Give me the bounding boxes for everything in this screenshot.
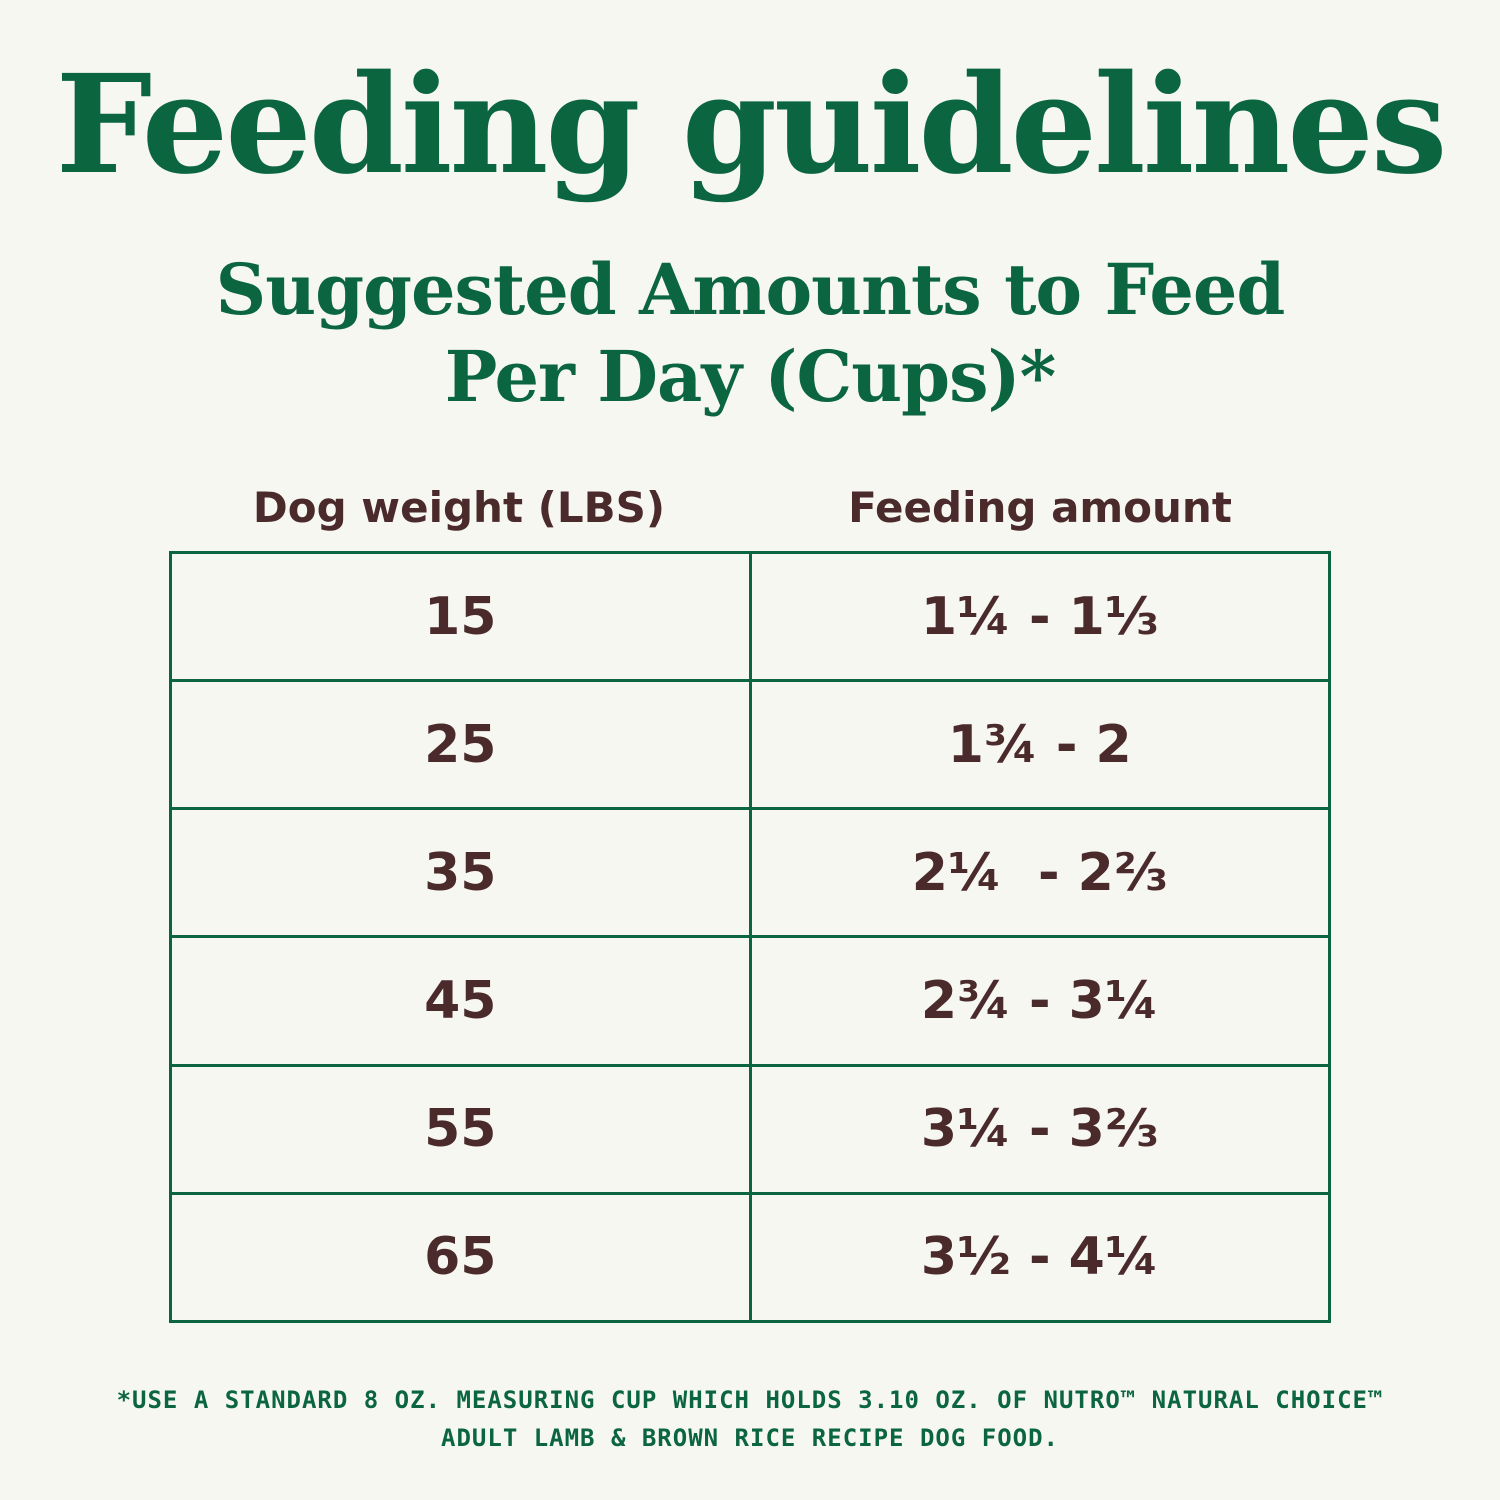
weight-cell: 45 [169, 935, 752, 1067]
amount-cell: 2¼ - 2⅔ [748, 807, 1331, 939]
table-row: 55 3¼ - 3⅔ [169, 1063, 1331, 1195]
table-row: 35 2¼ - 2⅔ [169, 807, 1331, 939]
table-row: 65 3½ - 4¼ [169, 1191, 1331, 1324]
weight-cell: 25 [169, 679, 752, 811]
subtitle: Per Day (Cups)* [444, 335, 1056, 418]
amount-cell: 2¾ - 3¼ [748, 935, 1331, 1067]
weight-cell: 15 [169, 550, 752, 683]
footnote: *USE A STANDARD 8 OZ. MEASURING CUP WHIC… [116, 1386, 1384, 1414]
column-header: Feeding amount [848, 483, 1232, 532]
amount-cell: 3¼ - 3⅔ [748, 1063, 1331, 1195]
weight-cell: 35 [169, 807, 752, 939]
column-header: Dog weight (LBS) [252, 483, 666, 532]
table-row: 15 1¼ - 1⅓ [169, 550, 1331, 683]
subtitle: Suggested Amounts to Feed [215, 248, 1286, 331]
weight-cell: 55 [169, 1063, 752, 1195]
amount-cell: 1¾ - 2 [748, 679, 1331, 811]
weight-cell: 65 [169, 1191, 752, 1324]
amount-cell: 1¼ - 1⅓ [748, 550, 1331, 683]
amount-cell: 3½ - 4¼ [748, 1191, 1331, 1324]
table-row: 45 2¾ - 3¼ [169, 935, 1331, 1067]
table-row: 25 1¾ - 2 [169, 679, 1331, 811]
feeding-table: 15 1¼ - 1⅓ 25 1¾ - 2 35 2¼ - 2⅔ 45 2¾ - 3¼ 55 3¼ … [169, 550, 1331, 1324]
footnote: ADULT LAMB & BROWN RICE RECIPE DOG FOOD. [441, 1424, 1059, 1452]
title: Feeding guidelines [55, 45, 1448, 205]
